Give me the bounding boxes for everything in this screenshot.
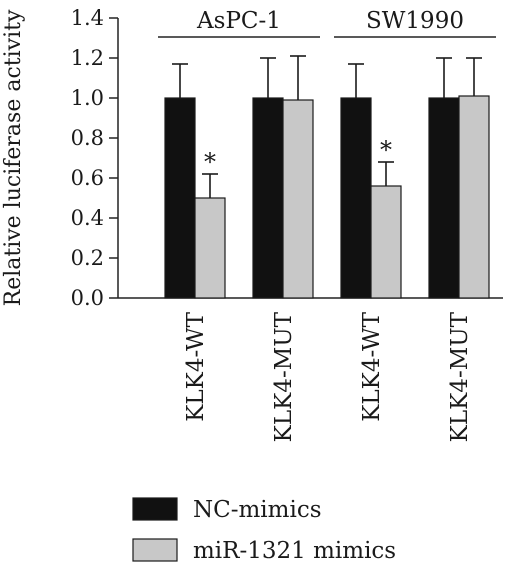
bar bbox=[194, 197, 226, 299]
significance-marker: * bbox=[380, 136, 392, 164]
x-tick-label: KLK4-WT bbox=[359, 311, 385, 421]
group-label: AsPC-1 bbox=[196, 8, 281, 34]
x-tick-label: KLK4-MUT bbox=[271, 311, 297, 442]
legend-swatch bbox=[132, 497, 178, 521]
y-tick-label: 0.0 bbox=[71, 286, 104, 310]
bar bbox=[282, 99, 314, 299]
bar bbox=[428, 97, 460, 299]
legend-swatch bbox=[132, 538, 178, 562]
legend-label: NC-mimics bbox=[193, 497, 322, 523]
y-axis-label: Relative luciferase activity bbox=[1, 9, 26, 306]
labels: 0.0 0.2 0.4 0.6 0.8 1.0 1.2 1.4 Relative lucifer… bbox=[1, 6, 473, 442]
bar bbox=[164, 97, 196, 299]
bar bbox=[370, 185, 402, 299]
y-tick-label: 0.6 bbox=[71, 166, 104, 190]
bars bbox=[164, 55, 490, 299]
legend: NC-mimics miR-1321 mimics bbox=[132, 497, 396, 564]
group-label: SW1990 bbox=[366, 8, 464, 34]
x-tick-label: KLK4-WT bbox=[183, 311, 209, 421]
y-tick-label: 1.2 bbox=[71, 46, 104, 70]
bar bbox=[340, 97, 372, 299]
y-tick-label: 1.0 bbox=[71, 86, 104, 110]
y-tick-label: 1.4 bbox=[71, 6, 104, 30]
bar bbox=[252, 97, 284, 299]
x-tick-label: KLK4-MUT bbox=[447, 311, 473, 442]
legend-label: miR-1321 mimics bbox=[193, 538, 396, 564]
y-tick-label: 0.4 bbox=[71, 206, 104, 230]
significance-marker: * bbox=[204, 148, 216, 176]
y-tick-label: 0.8 bbox=[71, 126, 104, 150]
y-tick-label: 0.2 bbox=[71, 246, 104, 270]
bar bbox=[458, 95, 490, 299]
